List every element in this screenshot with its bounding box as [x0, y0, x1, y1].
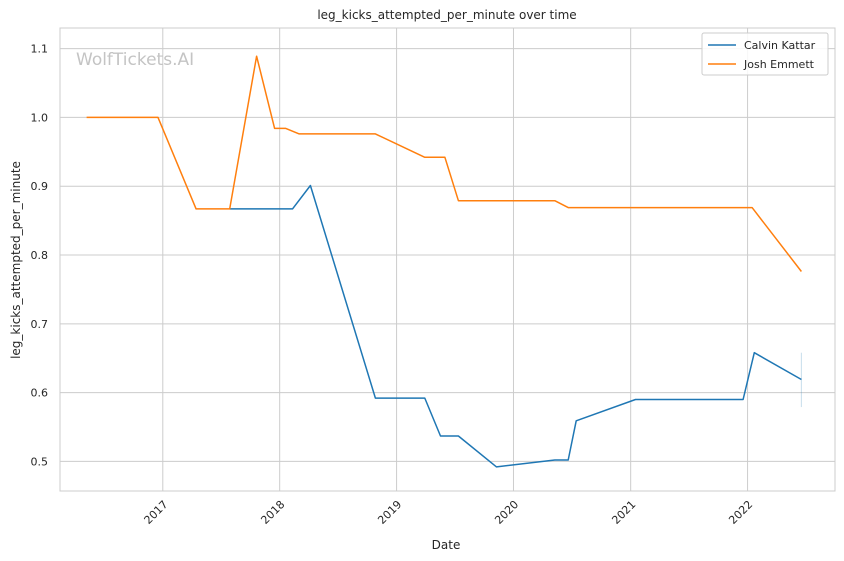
chart-title: leg_kicks_attempted_per_minute over time: [317, 8, 576, 22]
x-gridlines: [162, 28, 749, 491]
y-tick-label: 1.1: [31, 43, 49, 56]
plot-area: [59, 27, 836, 492]
watermark: WolfTickets.AI: [76, 50, 194, 70]
legend-label-josh-emmett: Josh Emmett: [743, 58, 815, 71]
x-axis-ticks: 2017 2018 2019 2020 2021 2022: [142, 498, 756, 527]
legend: Calvin Kattar Josh Emmett: [701, 32, 829, 76]
x-tick-label: 2022: [726, 498, 755, 527]
y-tick-label: 0.9: [31, 180, 49, 193]
series-line-josh-emmett: [86, 55, 802, 272]
series-layer: [86, 55, 802, 468]
x-tick-label: 2017: [142, 498, 171, 527]
legend-label-calvin-kattar: Calvin Kattar: [744, 39, 816, 52]
x-tick-label: 2021: [609, 498, 638, 527]
x-axis-title: Date: [432, 538, 461, 552]
x-tick-label: 2020: [492, 498, 521, 527]
y-tick-label: 1.0: [31, 111, 49, 124]
x-tick-label: 2018: [258, 498, 287, 527]
x-tick-label: 2019: [375, 498, 404, 527]
y-axis-ticks: 0.5 0.6 0.7 0.8 0.9 1.0 1.1: [31, 43, 49, 469]
y-axis-title: leg_kicks_attempted_per_minute: [9, 161, 23, 359]
y-tick-label: 0.8: [31, 249, 49, 262]
y-tick-label: 0.6: [31, 387, 49, 400]
y-tick-label: 0.5: [31, 455, 49, 468]
series-line-calvin-kattar: [229, 184, 802, 468]
y-tick-label: 0.7: [31, 318, 49, 331]
